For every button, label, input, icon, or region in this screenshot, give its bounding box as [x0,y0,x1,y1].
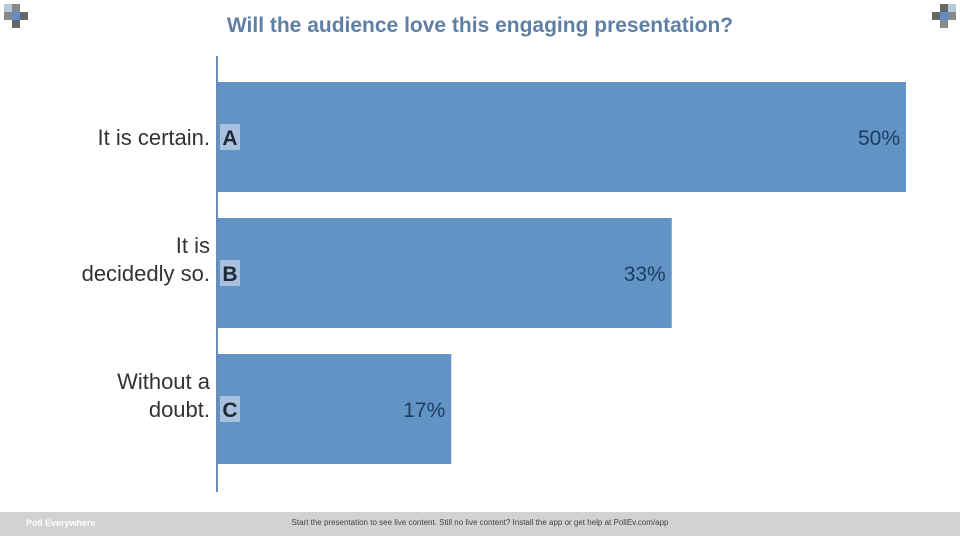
category-label-c-line-1: Without a [117,369,211,394]
value-label-c: 17% [403,399,445,422]
letter-label-b: B [222,263,237,286]
footer-message: Start the presentation to see live conte… [291,518,669,527]
value-label-a: 50% [858,127,900,150]
letter-label-a: A [222,127,237,150]
bars-group: A 50% It is certain. B 33% It is decidedly so.… [82,82,906,464]
corner-decoration-top-right [932,4,956,28]
bar-b [218,218,672,328]
corner-decoration-top-left [4,4,28,28]
footer-brand: Poll Everywhere [26,518,96,528]
footer-bar: Poll Everywhere Start the presentation t… [0,512,960,536]
letter-label-c: C [222,399,237,422]
letter-badge-c [220,396,240,422]
category-label-b-line-2: decidedly so. [82,261,210,286]
bar-c [218,354,452,464]
letter-badge-a [220,124,240,150]
category-label-a-line-1: It is certain. [98,125,210,150]
letter-badge-b [220,260,240,286]
bar-chart: A 50% It is certain. B 33% It is decidedly so.… [82,56,906,492]
value-label-b: 33% [624,263,666,286]
category-label-c-line-2: doubt. [149,397,210,422]
chart-title: Will the audience love this engaging pre… [226,14,734,37]
bar-a [218,82,906,192]
category-label-b-line-1: It is [176,233,210,258]
